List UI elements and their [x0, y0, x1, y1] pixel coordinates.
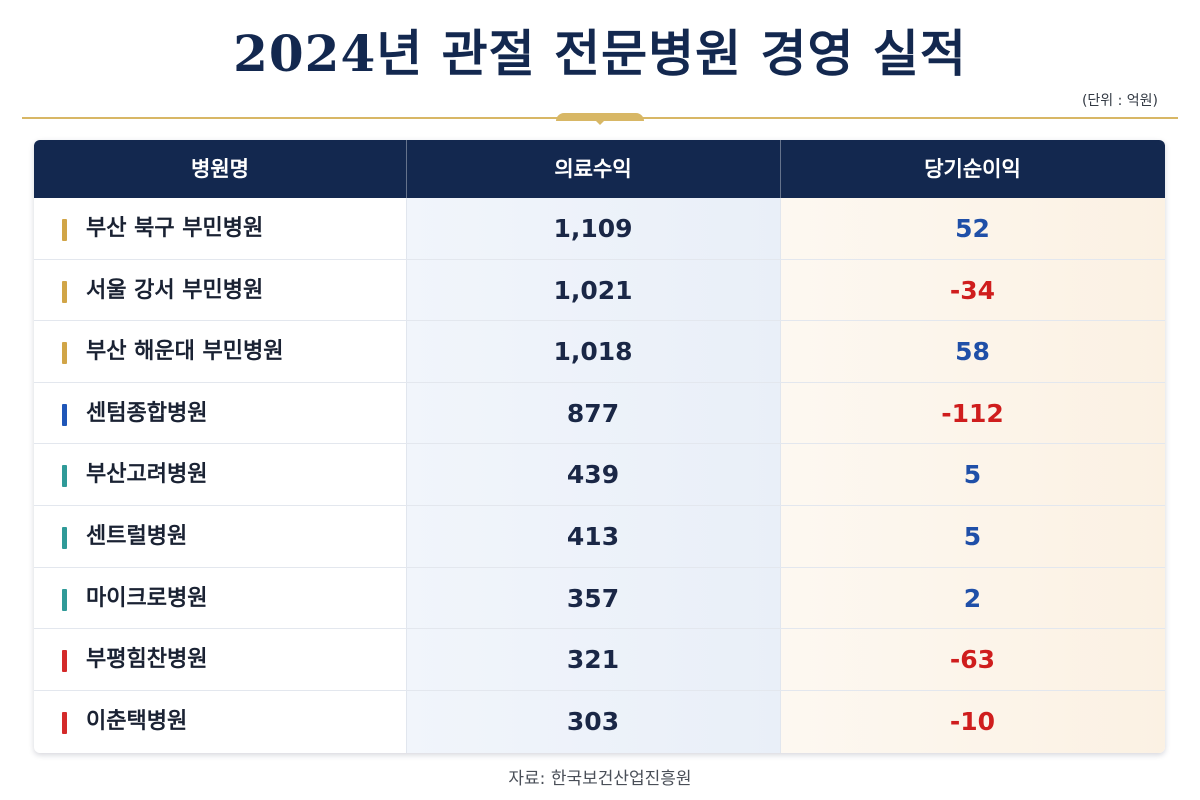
revenue-value: 413: [566, 521, 620, 551]
revenue-column-background: [406, 198, 780, 753]
row-color-tag: [62, 650, 67, 673]
net-income-value: 52: [955, 214, 990, 243]
row-color-tag: [62, 465, 67, 488]
hospital-name: 부산 해운대 부민병원: [86, 339, 284, 365]
revenue-value: 1,021: [553, 275, 633, 305]
table-row: 부평힘찬병원 321 -63: [34, 629, 1165, 691]
table-row: 센트럴병원 413 5: [34, 506, 1165, 568]
header-divider: [406, 140, 407, 198]
table-header: 병원명 의료수익 당기순이익: [34, 140, 1165, 198]
net-income-column-background: [780, 198, 1165, 753]
net-income-value: 5: [963, 521, 982, 551]
source-note: 자료: 한국보건산업진흥원: [508, 769, 692, 789]
net-income-value: -34: [949, 275, 996, 305]
hospital-name: 마이크로병원: [86, 585, 208, 611]
hospital-name: 부평힘찬병원: [86, 647, 208, 673]
revenue-value: 321: [566, 645, 620, 675]
net-income-value: 2: [963, 583, 982, 613]
header-revenue: 의료수익: [554, 157, 632, 181]
column-divider: [406, 198, 407, 753]
page-title: 2024년 관절 전문병원 경영 실적: [233, 24, 967, 83]
hospital-name: 서울 강서 부민병원: [86, 277, 264, 303]
table-row: 센텀종합병원 877 -112: [34, 383, 1165, 445]
net-income-value: -10: [949, 706, 996, 736]
row-color-tag: [62, 219, 67, 241]
revenue-value: 1,018: [553, 337, 633, 367]
hospital-name: 센텀종합병원: [86, 400, 208, 426]
net-income-value: 5: [963, 460, 982, 490]
hospital-name: 부산 북구 부민병원: [86, 216, 264, 241]
hospital-name: 센트럴병원: [86, 523, 188, 549]
table-row: 마이크로병원 357 2: [34, 568, 1165, 630]
revenue-value: 1,109: [553, 214, 633, 243]
table-row: 부산 해운대 부민병원 1,018 58: [34, 321, 1165, 383]
table-row: 서울 강서 부민병원 1,021 -34: [34, 260, 1165, 322]
row-color-tag: [62, 526, 67, 549]
hospital-name: 부산고려병원: [86, 462, 208, 488]
row-color-tag: [62, 711, 67, 734]
header-net-income: 당기순이익: [924, 157, 1021, 181]
net-income-value: -112: [941, 398, 1004, 428]
row-color-tag: [62, 403, 67, 426]
table-row: 부산고려병원 439 5: [34, 444, 1165, 506]
header-divider: [780, 140, 781, 198]
revenue-value: 877: [566, 398, 620, 428]
row-color-tag: [62, 280, 67, 303]
row-color-tag: [62, 342, 67, 365]
row-color-tag: [62, 588, 67, 611]
unit-label: (단위 : 억원): [1081, 93, 1158, 109]
revenue-value: 439: [566, 460, 620, 490]
net-income-value: 58: [955, 337, 990, 367]
net-income-value: -63: [949, 645, 996, 675]
table-row: 이춘택병원 303 -10: [34, 691, 1165, 753]
divider-notch: [556, 113, 644, 125]
hospital-name: 이춘택병원: [86, 708, 188, 734]
table-row: 부산 북구 부민병원 1,109 52: [34, 198, 1165, 260]
revenue-value: 357: [566, 583, 620, 613]
table-body: 부산 북구 부민병원 1,109 52 서울 강서 부민병원 1,021 -34 부산 해운…: [34, 198, 1165, 753]
revenue-value: 303: [566, 706, 620, 736]
column-divider: [780, 198, 781, 753]
performance-table: 병원명 의료수익 당기순이익 부산 북구 부민병원 1,109 52 서울 강서 부민…: [34, 140, 1165, 753]
header-hospital-name: 병원명: [191, 157, 249, 181]
